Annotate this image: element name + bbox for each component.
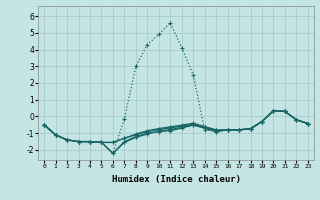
X-axis label: Humidex (Indice chaleur): Humidex (Indice chaleur) xyxy=(111,175,241,184)
